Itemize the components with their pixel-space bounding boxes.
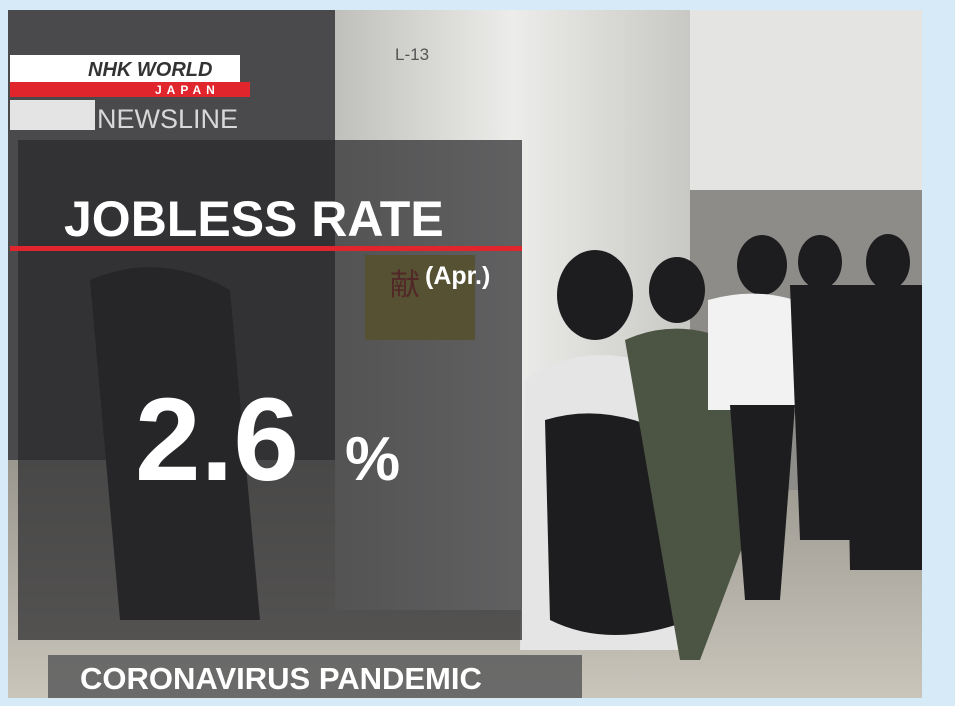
person-head bbox=[866, 234, 910, 290]
program-name: NEWSLINE bbox=[97, 104, 238, 134]
title-rule bbox=[10, 246, 522, 251]
person-head bbox=[649, 257, 705, 323]
person-body bbox=[845, 285, 922, 570]
banner: CORONAVIRUS PANDEMIC bbox=[48, 655, 582, 698]
banner-text: CORONAVIRUS PANDEMIC bbox=[80, 661, 482, 696]
logo-region: JAPAN bbox=[155, 83, 220, 97]
pillar-sign: L-13 bbox=[395, 45, 429, 64]
graphic: JOBLESS RATE (Apr.) 2.6 % bbox=[10, 140, 522, 640]
ceiling-panels bbox=[690, 10, 922, 190]
graphic-figure: 2.6 bbox=[135, 374, 299, 506]
program-box bbox=[10, 100, 95, 130]
page: L-13 献 NHK WORLD JAPAN NEWSLINE bbox=[0, 0, 955, 706]
graphic-title: JOBLESS RATE bbox=[64, 191, 444, 247]
screenshot: L-13 献 NHK WORLD JAPAN NEWSLINE bbox=[0, 0, 955, 706]
person-head bbox=[798, 235, 842, 289]
logo-brand: NHK WORLD bbox=[88, 59, 212, 81]
person-head bbox=[737, 235, 787, 295]
logo: NHK WORLD JAPAN NEWSLINE bbox=[10, 55, 250, 134]
graphic-unit: % bbox=[345, 425, 400, 494]
graphic-period: (Apr.) bbox=[425, 262, 490, 290]
person-head bbox=[557, 250, 633, 340]
person-body bbox=[790, 285, 855, 540]
